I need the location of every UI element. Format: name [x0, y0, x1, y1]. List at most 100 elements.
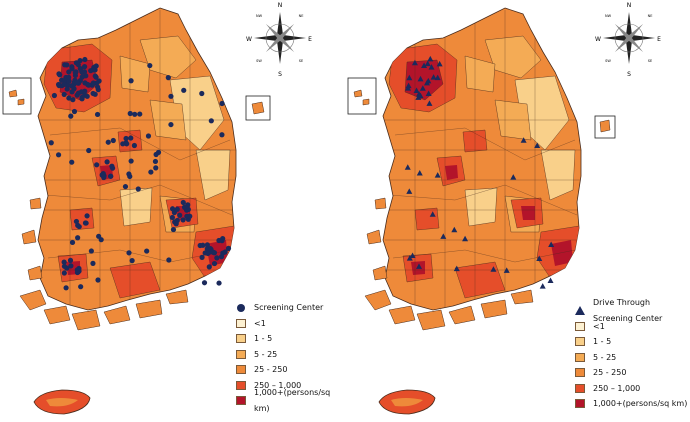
screening-center-marker: [94, 162, 100, 168]
screening-center-marker: [81, 64, 88, 70]
screening-center-marker: [94, 84, 101, 90]
screening-center-marker: [199, 254, 205, 260]
screening-center-marker: [132, 111, 138, 117]
drive-through-marker: [539, 283, 546, 289]
drive-through-marker: [421, 62, 428, 68]
screening-center-marker: [88, 248, 94, 254]
screening-center-marker: [199, 90, 205, 97]
screening-center-marker: [55, 81, 62, 88]
screening-center-marker: [51, 92, 57, 99]
screening-center-marker: [64, 86, 70, 92]
screening-center-marker: [169, 206, 176, 212]
legend-class-row: 1,000+(persons/sq km): [575, 396, 690, 412]
screening-center-marker: [169, 214, 175, 221]
legend-class-label: 5 - 25: [254, 349, 278, 359]
drive-through-marker: [451, 226, 458, 233]
screening-center-marker: [168, 121, 174, 128]
inset-box-west-right: [347, 77, 377, 115]
legend-swatch: [236, 365, 246, 375]
drive-through-marker: [416, 263, 423, 269]
compass-rose-right: N S E W NE NW SE SW: [595, 2, 661, 78]
screening-center-marker: [109, 165, 116, 171]
drive-through-marker: [404, 164, 411, 170]
drive-through-center-markers: [404, 55, 555, 289]
legend-class-row: <1: [236, 316, 345, 332]
drive-through-marker: [429, 211, 436, 217]
screening-center-marker: [153, 165, 159, 171]
compass-e-label: E: [308, 36, 312, 43]
legend-class-row: 25 - 250: [575, 365, 690, 381]
screening-center-marker: [124, 141, 130, 147]
screening-center-marker: [67, 257, 74, 263]
screening-center-marker: [74, 79, 80, 86]
drive-through-marker: [436, 60, 443, 67]
screening-center-marker: [211, 250, 218, 256]
drive-through-marker: [417, 75, 424, 82]
screening-center-marker: [216, 280, 222, 286]
screening-center-marker: [79, 74, 85, 80]
screening-center-marker: [105, 139, 111, 145]
legend-left: Screening Center <1 1 - 5 5 - 25 25 - 25…: [236, 300, 345, 413]
screening-center-marker: [197, 242, 203, 249]
compass-nw-label: NW: [256, 14, 263, 18]
drive-through-marker: [548, 241, 555, 247]
drive-through-marker: [534, 142, 541, 149]
screening-center-marker: [66, 95, 72, 101]
drive-through-marker: [453, 265, 460, 272]
density-regions-right: [385, 10, 581, 310]
drive-through-marker: [520, 137, 527, 143]
screening-center-marker: [180, 217, 186, 223]
legend-class-label: 250 – 1,000: [254, 380, 302, 390]
screening-center-marker: [208, 118, 214, 124]
screening-center-marker: [128, 158, 134, 164]
screening-center-marker: [135, 186, 141, 192]
screening-center-marker: [131, 142, 138, 149]
compass-ne-label: NE: [299, 14, 304, 18]
legend-class-label: 1 - 5: [593, 337, 612, 346]
legend-class-label: 1 - 5: [254, 334, 273, 343]
screening-center-marker: [174, 217, 180, 224]
screening-center-marker: [201, 280, 208, 286]
screening-center-marker: [90, 260, 96, 266]
screening-center-marker: [69, 239, 76, 246]
screening-center-marker: [90, 67, 96, 73]
legend-class-label: 25 - 250: [254, 365, 288, 374]
screening-center-marker: [204, 242, 210, 248]
screening-center-marker: [92, 73, 98, 79]
drive-through-marker: [406, 74, 413, 81]
compass-ne-label: NE: [648, 14, 653, 18]
choropleth-map-left: [2, 7, 271, 415]
drive-through-marker: [424, 60, 431, 67]
screening-center-marker: [75, 90, 82, 96]
screening-center-marker: [90, 80, 96, 86]
legend-class-label: <1: [593, 321, 605, 331]
screening-center-marker: [74, 269, 81, 276]
legend-right: Drive Through Screening Center <1 1 - 5 …: [575, 298, 690, 412]
screening-center-marker: [55, 152, 62, 158]
screening-center-marker: [206, 264, 212, 270]
screening-center-marker: [170, 226, 177, 233]
screening-center-marker: [145, 133, 152, 139]
legend-class-row: 1 - 5: [236, 331, 345, 347]
drive-through-marker: [462, 235, 469, 242]
screening-center-marker: [208, 246, 214, 252]
screening-center-marker: [82, 88, 88, 94]
choropleth-map-right: [347, 7, 616, 415]
screening-center-marker: [61, 263, 68, 269]
drive-through-marker: [411, 59, 418, 66]
screening-center-marker: [94, 111, 101, 118]
screening-center-marker: [122, 183, 129, 190]
compass-sw-label: SW: [256, 59, 262, 63]
drive-through-marker: [430, 74, 437, 80]
compass-se-label: SE: [299, 59, 303, 63]
screening-center-marker: [181, 87, 187, 93]
drive-through-marker: [503, 267, 510, 273]
legend-marker-label: Drive Through Screening Center: [593, 298, 663, 323]
screening-center-marker: [148, 169, 154, 175]
screening-center-marker: [181, 204, 188, 210]
compass-n-label: N: [627, 2, 632, 9]
drive-through-marker: [405, 82, 412, 89]
drive-through-marker: [547, 277, 554, 284]
screening-center-marker: [120, 141, 126, 147]
screening-center-marker: [126, 250, 132, 256]
